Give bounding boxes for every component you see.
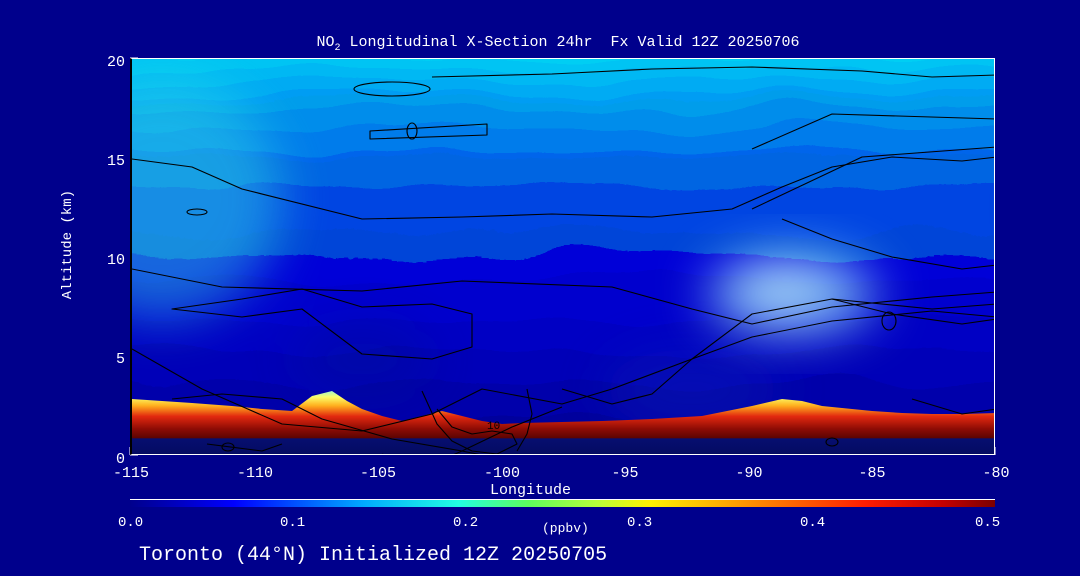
svg-text:10: 10 [487,421,500,433]
